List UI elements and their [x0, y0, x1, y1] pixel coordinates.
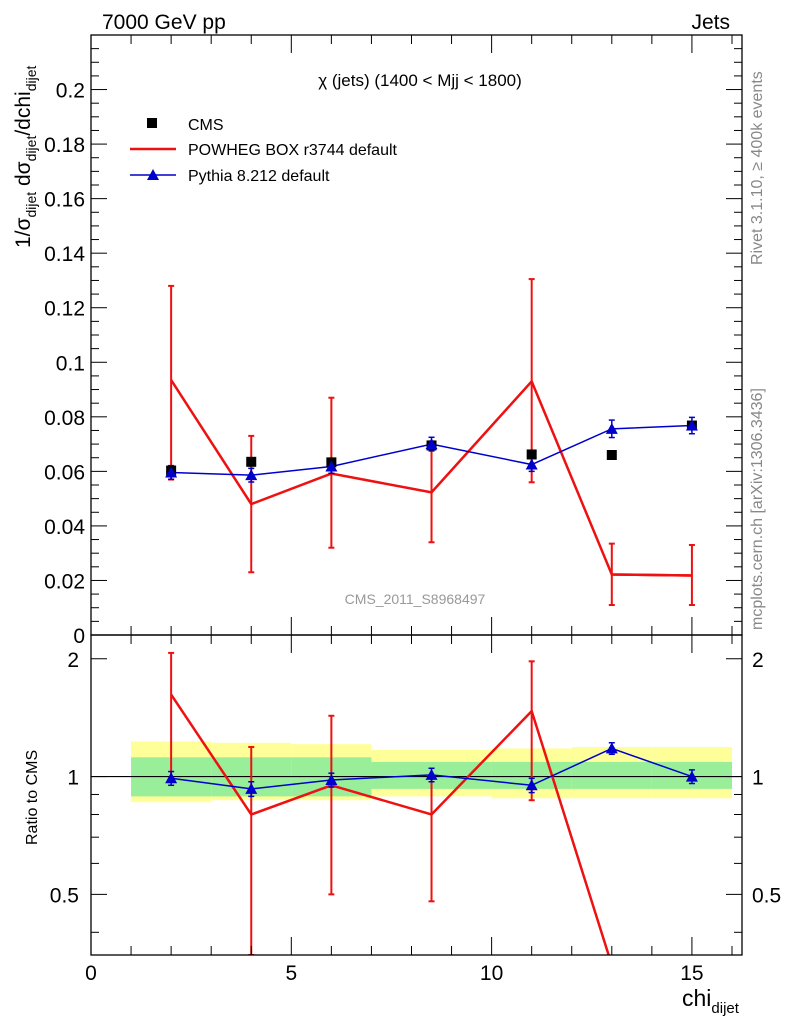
ratio-tick-label-right: 0.5	[752, 884, 781, 907]
rivet-label: Rivet 3.1.10, ≥ 400k events	[749, 71, 766, 265]
pythia-point	[325, 460, 338, 472]
ratio-tick-label-right: 1	[752, 767, 764, 790]
y-tick-label: 0.18	[44, 134, 85, 157]
ratio-frame	[90, 634, 743, 956]
y-tick-label: 0.06	[44, 461, 85, 484]
main-plot	[165, 278, 698, 606]
mcplots-label: mcplots.cern.ch [arXiv:1306.3436]	[749, 388, 766, 630]
ratio-pythia-point	[425, 768, 438, 780]
svg-text:chidijet: chidijet	[682, 985, 740, 1017]
band-inner-5	[571, 761, 652, 789]
y-tick-label: 0.02	[44, 570, 85, 593]
header-right: Jets	[691, 11, 730, 34]
chart-title: χ (jets) (1400 < Mjj < 1800)	[318, 71, 522, 90]
ratio-pythia-point	[605, 742, 618, 754]
y-tick-label: 0	[73, 625, 85, 648]
y-tick-label: 0.12	[44, 298, 85, 321]
cms-point	[246, 456, 257, 467]
legend-cms-label: CMS	[188, 117, 224, 134]
ratio-pythia-point	[245, 782, 258, 794]
y-tick-label: 0.2	[56, 80, 85, 103]
legend-pythia-marker	[147, 169, 159, 180]
x-axis-label: chidijet	[682, 985, 740, 1017]
ratio-y-label: Ratio to CMS	[24, 750, 41, 845]
y-tick-label: 0.04	[44, 516, 85, 539]
y-axis-label: 1/σdijet dσdijet/dchidijet	[12, 66, 39, 248]
x-tick-label: 5	[285, 962, 297, 985]
pythia-point	[685, 419, 698, 431]
ratio-pythia-point	[325, 773, 338, 785]
ratio-tick-label-left: 0.5	[50, 884, 79, 907]
y-tick-label: 0.16	[44, 189, 85, 212]
legend: CMS POWHEG BOX r3744 default Pythia 8.21…	[130, 117, 398, 185]
ratio-clipped	[165, 651, 698, 955]
axes: 0 0.02 0.04 0.06 0.08 0.1 0.12 0.14 0.16 0.18 0.2 0…	[44, 34, 781, 985]
pythia-point	[245, 469, 258, 481]
pythia-point	[165, 466, 178, 478]
y-tick-label: 0.08	[44, 407, 85, 430]
ratio-plot	[165, 651, 698, 955]
ratio-powheg-line	[170, 693, 610, 955]
ratio-tick-label-right: 2	[752, 649, 764, 672]
cms-point	[606, 450, 617, 460]
x-tick-label: 15	[680, 962, 703, 985]
pythia-point	[425, 438, 438, 450]
powheg-tail	[611, 573, 692, 577]
watermark: CMS_2011_S8968497	[345, 591, 486, 607]
ratio-bands	[91, 741, 742, 803]
y-tick-label: 0.1	[56, 352, 85, 375]
header-left: 7000 GeV pp	[102, 11, 226, 34]
legend-cms-marker	[147, 118, 157, 128]
ratio-tick-label-left: 1	[67, 767, 79, 790]
ratio-pythia-point	[525, 779, 538, 791]
x-tick-label: 0	[85, 962, 97, 985]
legend-pythia-label: Pythia 8.212 default	[188, 168, 330, 185]
ratio-tick-label-left: 2	[67, 649, 79, 672]
pythia-point	[525, 458, 538, 470]
ratio-pythia-point	[165, 772, 178, 784]
pythia-point	[605, 422, 618, 434]
x-tick-label: 10	[480, 962, 503, 985]
cms-point	[526, 449, 537, 460]
y-tick-label: 0.14	[44, 243, 85, 266]
ratio-pythia-point	[685, 770, 698, 782]
legend-powheg-label: POWHEG BOX r3744 default	[188, 142, 398, 159]
svg-text:1/σdijet dσdijet/dchidijet: 1/σdijet dσdijet/dchidijet	[12, 66, 39, 248]
